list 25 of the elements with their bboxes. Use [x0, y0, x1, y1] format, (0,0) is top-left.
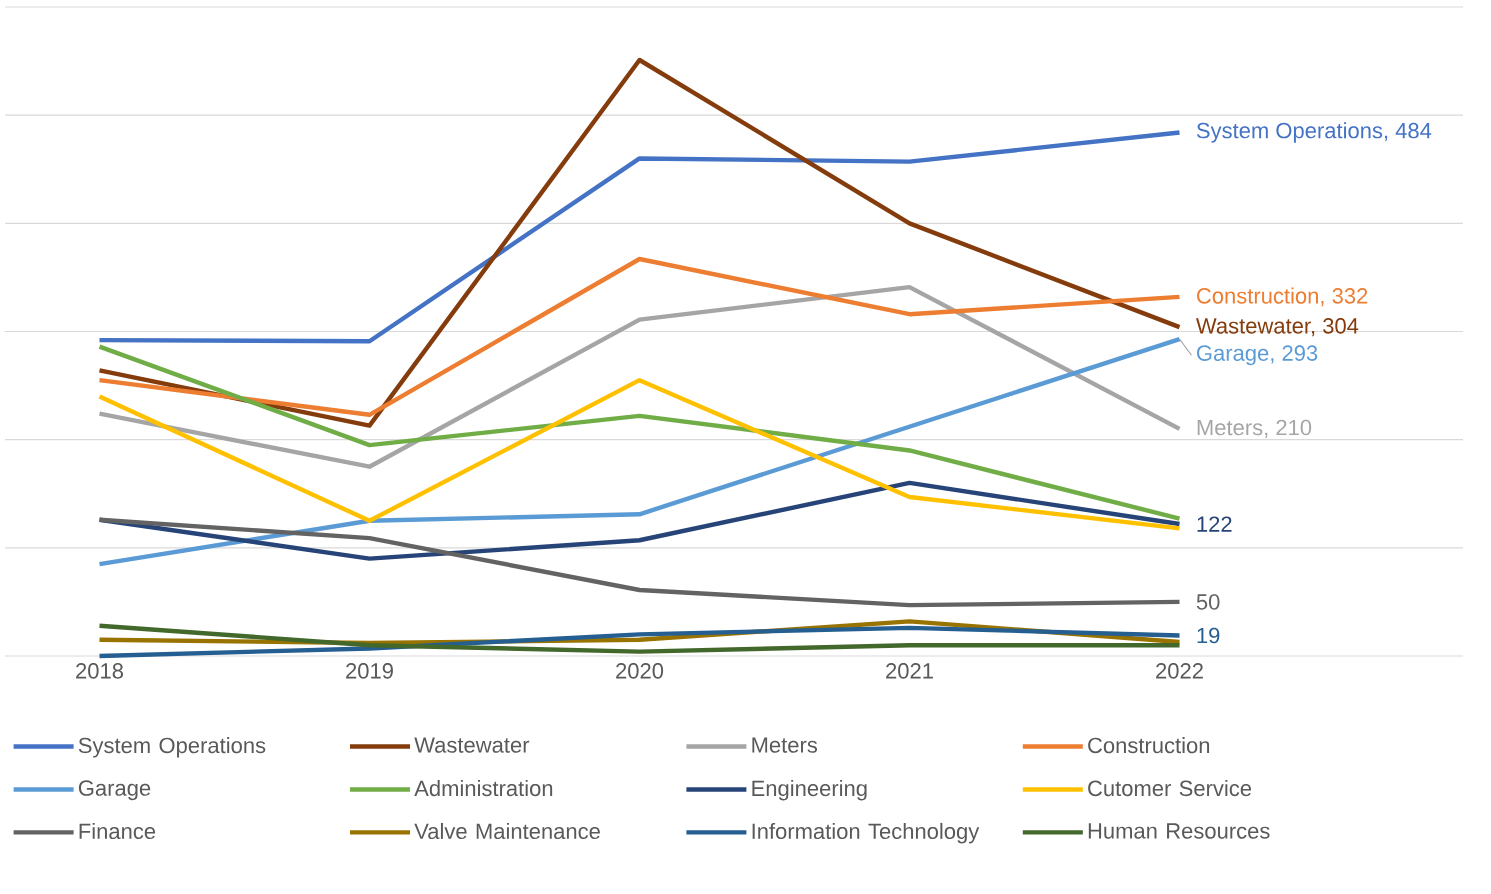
legend-label: Valve Maintenance: [414, 822, 600, 840]
data-label: Wastewater, 304: [1196, 318, 1359, 337]
x-tick-label: 2022: [1156, 663, 1203, 679]
legend-label: Construction: [1088, 737, 1210, 754]
data-label: System Operations, 484: [1196, 122, 1432, 143]
legend-label: Human Resources: [1088, 823, 1270, 839]
legend-label: Garage: [78, 780, 151, 801]
legend-label: Engineering: [752, 779, 867, 801]
legend-label: Cutomer Service: [1088, 779, 1252, 797]
data-label: Construction, 332: [1197, 287, 1368, 307]
x-tick-label: 2018: [76, 663, 123, 679]
data-label: 50: [1196, 594, 1220, 610]
data-label: Meters, 210: [1197, 419, 1312, 438]
data-label: 122: [1197, 516, 1232, 532]
legend-label: Administration: [414, 779, 553, 797]
legend-label: System Operations: [78, 737, 266, 758]
x-tick-label: 2020: [616, 663, 664, 679]
data-label: 19: [1197, 627, 1220, 644]
x-tick-label: 2021: [886, 663, 933, 679]
legend-label: Wastewater: [414, 737, 530, 753]
legend-label: Meters: [752, 737, 818, 753]
legend-label: Information Technology: [752, 822, 980, 844]
legend-label: Finance: [79, 822, 156, 840]
x-tick-label: 2019: [346, 663, 393, 679]
data-label: Garage, 293: [1197, 345, 1318, 366]
